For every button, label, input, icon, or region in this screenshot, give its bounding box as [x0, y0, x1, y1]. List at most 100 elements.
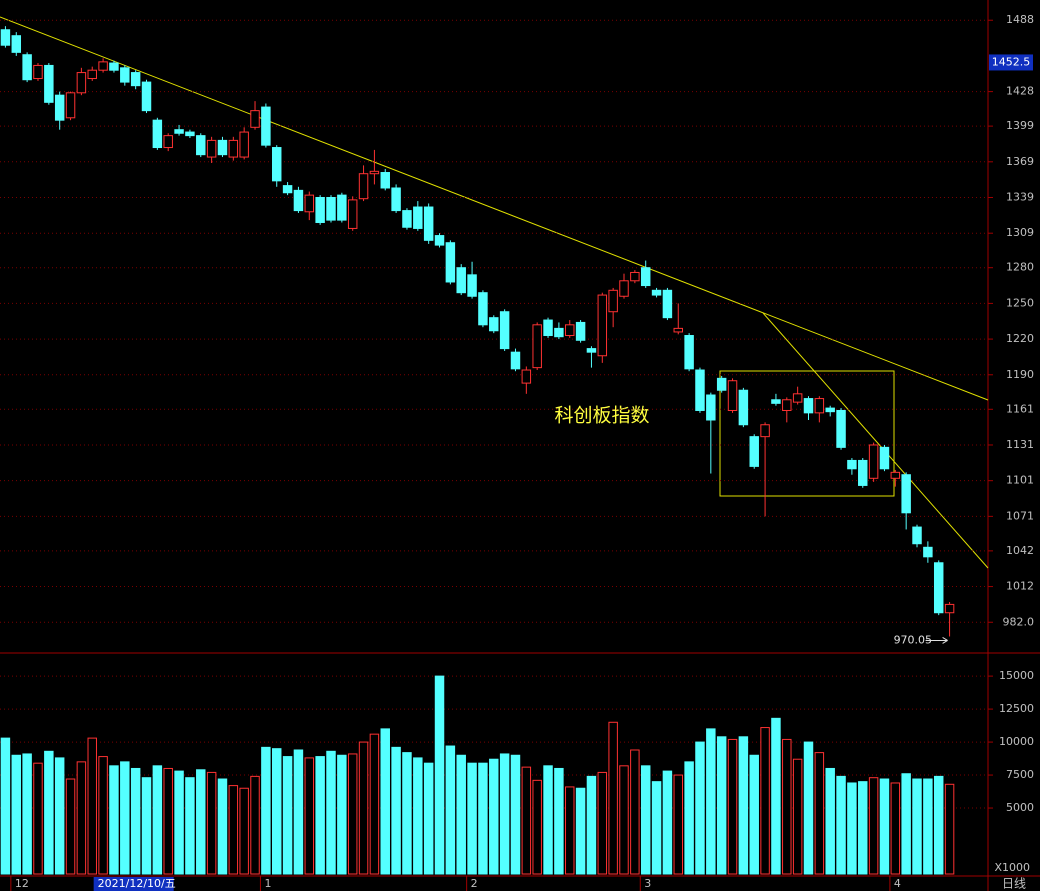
volume-bar: [174, 770, 184, 875]
volume-bar: [597, 771, 608, 875]
x-tick-label: 3: [644, 877, 651, 890]
candle-body: [445, 242, 456, 283]
candle-body: [738, 389, 749, 426]
candle-body: [22, 54, 32, 81]
candle-body: [304, 194, 315, 213]
candle-body: [651, 289, 662, 296]
volume-bar: [716, 736, 727, 875]
candle-body: [825, 407, 835, 413]
candle-body: [33, 64, 43, 80]
y-tick-label: 1488: [1006, 13, 1034, 26]
volume-bar: [684, 761, 694, 875]
volume-bar: [261, 746, 271, 875]
y-tick-label: 1042: [1006, 544, 1034, 557]
candle-body: [499, 311, 510, 350]
candle-body: [554, 327, 564, 338]
candle-body: [44, 64, 54, 103]
trend-line: [762, 312, 989, 569]
volume-bar: [391, 746, 401, 875]
volume-bar: [662, 770, 673, 875]
volume-bar: [304, 757, 315, 875]
volume-bar: [239, 787, 249, 875]
volume-bar: [326, 750, 336, 875]
volume-bar: [33, 762, 43, 875]
volume-bar: [782, 738, 792, 875]
y-tick-label: 1012: [1006, 580, 1034, 593]
y-tick-label: 5000: [1006, 801, 1034, 814]
candle-body: [163, 135, 173, 149]
volume-bar: [163, 767, 173, 875]
volume-bar: [478, 762, 488, 875]
volume-bar: [293, 749, 304, 875]
volume-bar: [87, 737, 97, 875]
highlight-box: [719, 370, 895, 497]
candle-body: [575, 321, 586, 341]
price-marker-box: [989, 54, 1033, 71]
volume-bar: [912, 778, 922, 875]
period-label: 日线: [1002, 877, 1026, 891]
candle-body: [760, 424, 770, 438]
volume-bar: [402, 752, 412, 875]
volume-bar: [315, 756, 325, 875]
volume-bar: [434, 675, 445, 875]
candle-body: [185, 131, 195, 137]
candle-body: [228, 139, 239, 158]
y-tick-label: 1161: [1006, 402, 1034, 415]
y-tick-label: 7500: [1006, 768, 1034, 781]
volume-bar: [65, 778, 76, 875]
volume-bar: [619, 765, 629, 875]
volume-bar: [282, 756, 293, 875]
volume-bar: [337, 754, 347, 875]
volume-bar: [923, 778, 933, 875]
volume-bar: [760, 727, 770, 875]
volume-bar: [54, 757, 65, 875]
volume-bar: [825, 767, 835, 875]
volume-bar: [413, 757, 423, 875]
volume-bar: [456, 754, 466, 875]
x-tick-label: 4: [894, 877, 901, 890]
volume-bar: [543, 765, 553, 875]
volume-bar: [98, 756, 108, 875]
candle-body: [152, 119, 163, 149]
candle-body: [727, 380, 738, 411]
candle-body: [608, 289, 618, 313]
candle-body: [532, 324, 542, 369]
volume-bar: [738, 736, 749, 875]
candle-body: [87, 69, 97, 80]
volume-bar: [521, 766, 532, 875]
candle-body: [695, 369, 705, 411]
candle-body: [586, 348, 597, 353]
candle-body: [272, 147, 282, 182]
y-tick-label: 1250: [1006, 296, 1034, 309]
volume-bar: [586, 775, 597, 875]
candle-body: [196, 135, 206, 156]
candle-body: [868, 444, 879, 479]
volume-bar: [347, 753, 358, 875]
volume-bar: [933, 775, 944, 875]
volume-bar: [423, 762, 434, 875]
candle-body: [847, 459, 857, 470]
volume-bar: [771, 717, 781, 875]
candle-body: [120, 67, 130, 83]
candle-body: [912, 526, 922, 545]
volume-bar: [803, 741, 814, 875]
price-marker-label: 1452.5: [992, 55, 1031, 68]
candle-body: [814, 398, 825, 414]
candle-body: [565, 324, 575, 337]
candle-body: [434, 235, 445, 246]
volume-bar: [11, 754, 22, 875]
candle-body: [944, 603, 955, 614]
y-tick-label: 1369: [1006, 155, 1034, 168]
volume-bar: [196, 769, 206, 875]
volume-bar: [901, 773, 911, 875]
volume-bar: [510, 754, 521, 875]
candle-body: [792, 393, 803, 403]
volume-bar: [228, 785, 239, 875]
candle-body: [98, 61, 108, 71]
candle-body: [174, 129, 184, 134]
candle-body: [662, 289, 673, 319]
volume-bar: [565, 786, 575, 875]
volume-bar: [130, 767, 141, 875]
